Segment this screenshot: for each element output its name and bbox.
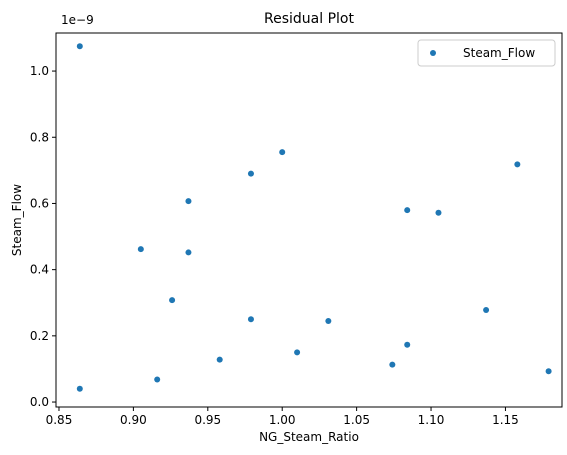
data-point <box>169 297 176 304</box>
data-point <box>185 249 192 256</box>
data-point <box>185 198 192 205</box>
data-point <box>514 161 521 168</box>
y-tick-label: 0.2 <box>30 329 49 343</box>
data-point <box>247 316 254 323</box>
y-tick-label: 0.4 <box>30 263 49 277</box>
data-point <box>325 317 332 324</box>
y-axis-ticks: 0.0 0.2 0.4 0.6 0.8 1.0 <box>30 64 56 409</box>
y-tick-label: 1.0 <box>30 64 49 78</box>
y-tick-label: 0.8 <box>30 130 49 144</box>
data-points <box>76 43 552 392</box>
legend-marker <box>430 50 436 56</box>
data-point <box>76 385 83 392</box>
y-axis-label: Steam_Flow <box>10 184 24 256</box>
x-axis-ticks: 0.85 0.90 0.95 1.00 1.05 1.10 1.15 <box>46 407 519 427</box>
data-point <box>389 361 396 368</box>
y-offset-text: 1e−9 <box>61 13 94 27</box>
data-point <box>154 376 161 383</box>
plot-frame <box>55 32 563 408</box>
x-tick-label: 1.15 <box>492 413 519 427</box>
y-tick-label: 0.6 <box>30 196 49 210</box>
legend-label: Steam_Flow <box>463 46 535 60</box>
legend-box <box>417 39 556 67</box>
x-tick-label: 1.10 <box>418 413 445 427</box>
data-point <box>137 246 144 253</box>
data-point <box>247 170 254 177</box>
data-point <box>294 349 301 356</box>
plot-area: 0.85 0.90 0.95 1.00 1.05 1.10 1.15 0.00.20.40.… <box>30 32 563 427</box>
data-point <box>404 341 411 348</box>
data-point <box>404 207 411 214</box>
x-tick-label: 0.85 <box>46 413 73 427</box>
x-tick-label: 1.05 <box>343 413 370 427</box>
data-point <box>435 209 442 216</box>
x-tick-label: 0.90 <box>120 413 147 427</box>
y-tick-label: 0.0 <box>30 395 49 409</box>
legend: Steam_Flow <box>417 39 556 67</box>
data-point <box>216 356 223 363</box>
data-point <box>483 307 490 314</box>
data-point <box>279 149 286 156</box>
chart-title: Residual Plot <box>264 11 354 27</box>
x-tick-label: 1.00 <box>269 413 296 427</box>
data-point <box>76 43 83 50</box>
x-tick-label: 0.95 <box>194 413 221 427</box>
x-axis-label: NG_Steam_Ratio <box>259 430 359 444</box>
data-point <box>545 368 552 375</box>
